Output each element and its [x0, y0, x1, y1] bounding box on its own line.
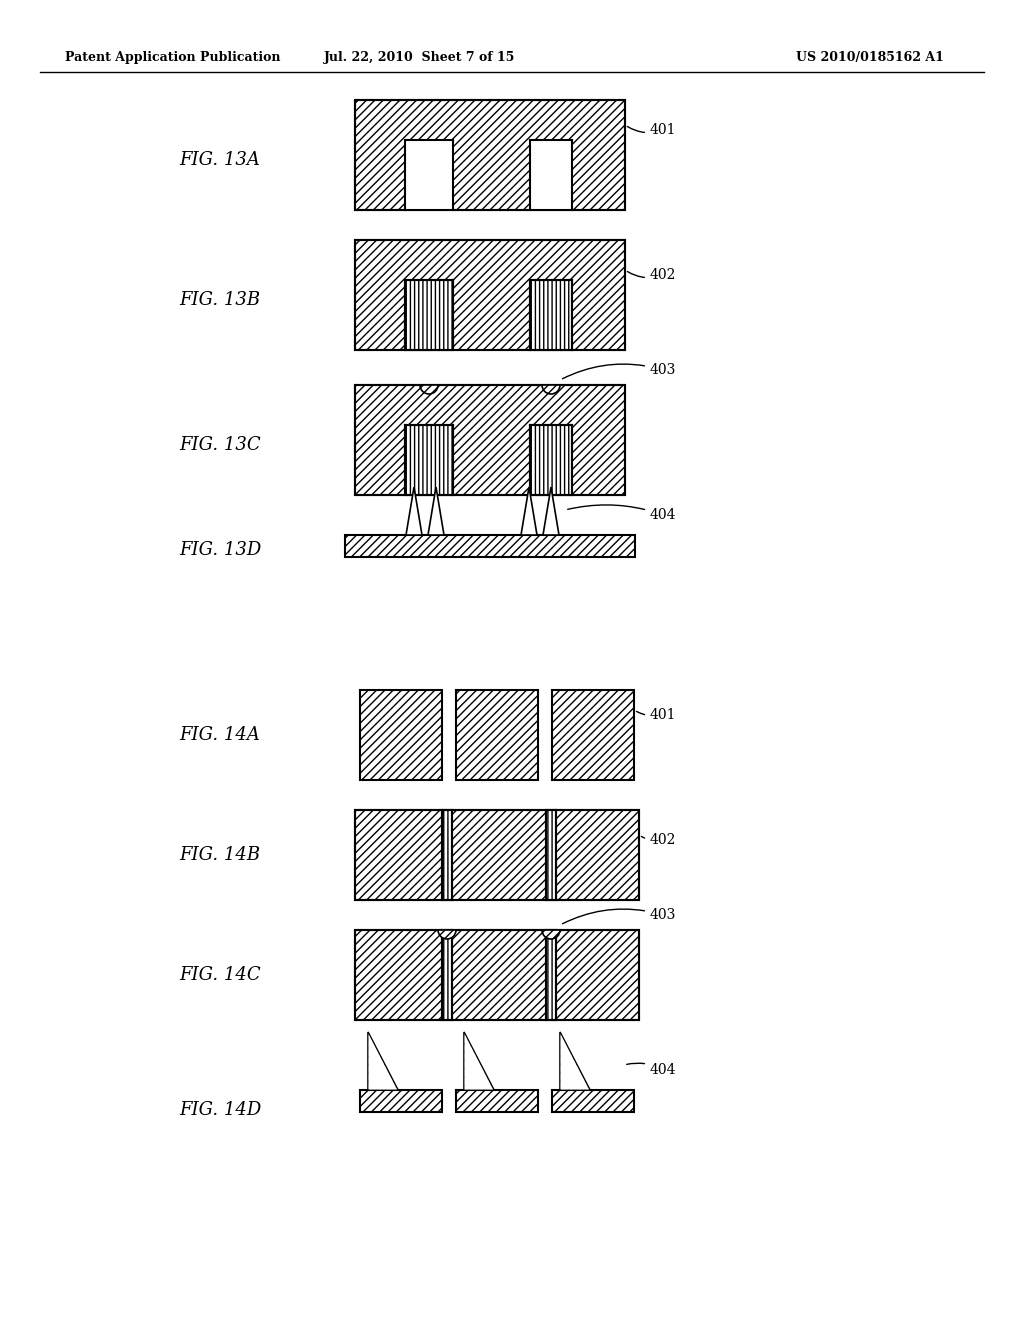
Polygon shape — [543, 487, 559, 535]
Polygon shape — [560, 1032, 590, 1090]
Bar — [442, 931, 452, 1020]
Bar — [355, 931, 639, 1020]
Bar — [530, 280, 572, 350]
Bar — [355, 100, 625, 210]
Polygon shape — [465, 1034, 493, 1089]
Text: 401: 401 — [628, 123, 677, 137]
Text: FIG. 13D: FIG. 13D — [179, 541, 261, 558]
Bar — [530, 425, 572, 495]
Bar — [546, 931, 556, 1020]
Bar — [442, 810, 452, 900]
Bar — [546, 810, 556, 900]
Polygon shape — [521, 487, 537, 535]
Text: 404: 404 — [567, 506, 677, 521]
Text: Patent Application Publication: Patent Application Publication — [65, 51, 281, 65]
Bar — [355, 810, 639, 900]
Polygon shape — [369, 1034, 397, 1089]
Text: FIG. 13B: FIG. 13B — [179, 290, 260, 309]
Text: FIG. 13A: FIG. 13A — [179, 150, 260, 169]
Text: FIG. 14D: FIG. 14D — [179, 1101, 261, 1119]
Bar — [355, 385, 625, 495]
Text: 401: 401 — [636, 708, 677, 722]
Wedge shape — [542, 931, 560, 939]
Bar — [456, 690, 538, 780]
Text: US 2010/0185162 A1: US 2010/0185162 A1 — [796, 51, 944, 65]
Bar — [552, 690, 634, 780]
Wedge shape — [420, 385, 438, 393]
Text: FIG. 14C: FIG. 14C — [179, 966, 261, 983]
Bar — [406, 280, 453, 350]
Bar — [406, 425, 453, 495]
Text: 402: 402 — [641, 833, 677, 847]
Bar — [355, 100, 625, 210]
Bar — [355, 931, 639, 1020]
Bar — [360, 690, 442, 780]
Text: FIG. 14A: FIG. 14A — [179, 726, 260, 744]
Text: FIG. 14B: FIG. 14B — [179, 846, 260, 865]
Bar — [355, 240, 625, 350]
Bar — [552, 1090, 634, 1111]
Bar — [406, 140, 453, 210]
Polygon shape — [406, 487, 422, 535]
Text: 403: 403 — [562, 363, 677, 379]
Polygon shape — [368, 1032, 398, 1090]
Bar — [530, 140, 572, 210]
Text: 402: 402 — [628, 268, 677, 282]
Bar — [345, 535, 635, 557]
Wedge shape — [542, 385, 560, 393]
Bar — [355, 240, 625, 350]
Text: 404: 404 — [627, 1063, 677, 1077]
Bar — [355, 810, 639, 900]
Bar — [360, 1090, 442, 1111]
Polygon shape — [560, 1034, 589, 1089]
Text: Jul. 22, 2010  Sheet 7 of 15: Jul. 22, 2010 Sheet 7 of 15 — [325, 51, 516, 65]
Text: FIG. 13C: FIG. 13C — [179, 436, 261, 454]
Text: 403: 403 — [562, 908, 677, 924]
Polygon shape — [464, 1032, 494, 1090]
Wedge shape — [438, 931, 456, 939]
Polygon shape — [428, 487, 444, 535]
Bar — [456, 1090, 538, 1111]
Bar — [355, 385, 625, 495]
